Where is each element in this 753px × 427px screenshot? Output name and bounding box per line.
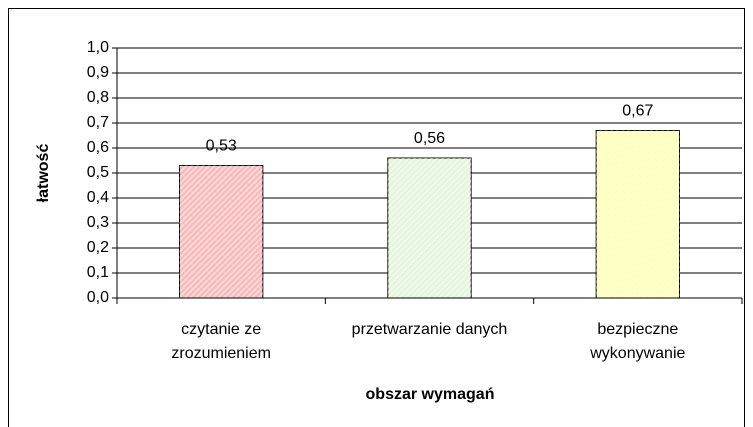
bar-hatch [179, 165, 263, 298]
y-tick-label: 0,3 [87, 214, 109, 231]
y-tick-label: 0,9 [87, 64, 109, 81]
bar-hatch [387, 158, 472, 298]
x-axis-label: obszar wymagań [366, 386, 495, 403]
data-label: 0,67 [622, 103, 653, 120]
y-tick-label: 0,7 [87, 114, 109, 131]
y-tick-label: 0,2 [87, 239, 109, 256]
y-tick-label: 0,0 [87, 289, 109, 306]
y-tick-label: 0,8 [87, 89, 109, 106]
y-axis-label: łatwość [35, 144, 52, 203]
frame [8, 8, 745, 427]
y-tick-label: 0,5 [87, 164, 109, 181]
y-tick-label: 0,6 [87, 139, 109, 156]
bar-hatch [596, 130, 680, 298]
y-tick-label: 1,0 [87, 39, 109, 56]
data-label: 0,53 [206, 138, 237, 155]
x-tick-label: bezpieczne wykonywanie [590, 321, 686, 362]
x-tick-label: przetwarzanie danych [351, 321, 508, 338]
data-label: 0,56 [414, 130, 445, 147]
x-tick-label: czytanie ze zrozumieniem [171, 321, 271, 362]
y-tick-label: 0,4 [87, 189, 109, 206]
y-tick-label: 0,1 [87, 264, 109, 281]
